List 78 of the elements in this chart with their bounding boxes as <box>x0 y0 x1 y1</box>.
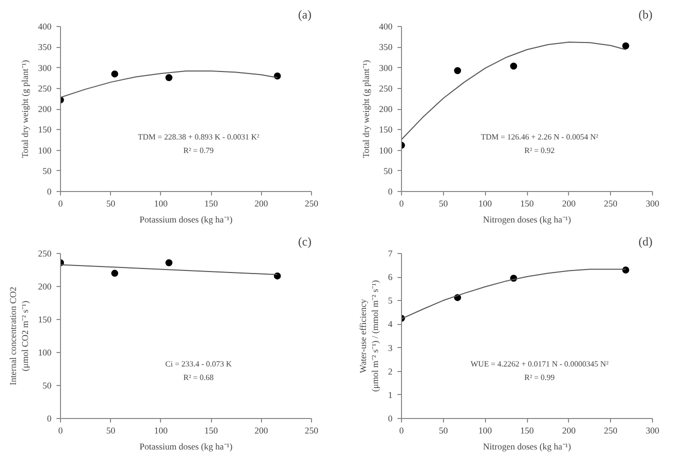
y-tick-label: 1 <box>388 390 392 400</box>
y-axis-title: Internal concentration CO2 (μmol CO2 m⁻² s⁻¹) <box>8 286 30 386</box>
y-tick-label: 2 <box>388 366 392 376</box>
x-tick-label: 50 <box>438 198 448 208</box>
y-tick-label: 150 <box>38 124 52 135</box>
x-tick-label: 250 <box>604 426 618 436</box>
x-tick-label: 50 <box>106 198 116 208</box>
x-tick-label: 50 <box>438 426 448 436</box>
y-tick-label: 0 <box>388 414 393 424</box>
x-axis-title: Nitrogen doses (kg ha⁻¹) <box>483 442 571 452</box>
y-tick-label: 100 <box>379 145 393 156</box>
x-tick-label: 100 <box>478 426 492 436</box>
x-tick-label: 0 <box>58 198 64 208</box>
x-tick-label: 250 <box>604 198 618 208</box>
annotation: R² = 0.92 <box>524 146 555 155</box>
x-tick-label: 150 <box>204 198 218 208</box>
annotation: R² = 0.79 <box>183 146 214 155</box>
y-tick-label: 200 <box>38 104 52 114</box>
y-tick-label: 0 <box>388 186 393 196</box>
y-tick-label: 7 <box>388 248 393 258</box>
text: (d) <box>638 234 653 248</box>
x-tick-label: 150 <box>204 426 218 436</box>
text: (c) <box>298 234 312 248</box>
y-tick-label: 200 <box>38 282 52 292</box>
y-tick-label: 350 <box>379 42 393 52</box>
y-tick-label: 300 <box>38 62 52 73</box>
x-tick-label: 150 <box>520 198 534 208</box>
y-tick-label: 250 <box>38 248 52 258</box>
x-tick-label: 200 <box>254 198 269 208</box>
y-tick-label: 250 <box>379 83 393 94</box>
x-tick-label: 100 <box>154 426 168 436</box>
y-tick-label: 50 <box>42 166 52 176</box>
y-tick-label: 4 <box>388 319 393 330</box>
y-tick-label: 0 <box>47 186 52 196</box>
x-tick-label: 200 <box>254 426 269 436</box>
y-tick-label: 200 <box>379 104 393 114</box>
y-tick-label: 300 <box>379 62 393 73</box>
x-tick-label: 300 <box>646 426 660 436</box>
x-tick-label: 0 <box>399 198 404 208</box>
text: (b) <box>638 8 653 22</box>
annotation: R² = 0.68 <box>183 372 214 382</box>
x-tick-label: 250 <box>304 198 319 208</box>
x-tick-label: 100 <box>478 198 492 208</box>
x-axis-title: Potassium doses (kg ha⁻¹) <box>140 214 232 224</box>
x-tick-label: 250 <box>304 426 319 436</box>
x-tick-label: 200 <box>562 426 576 436</box>
y-tick-label: 150 <box>379 124 393 135</box>
annotation: TDM = 126.46 + 2.26 N - 0.0054 N² <box>480 132 599 142</box>
y-tick-label: 400 <box>379 22 393 32</box>
x-axis-title: Potassium doses (kg ha⁻¹) <box>140 442 232 452</box>
y-tick-label: 150 <box>38 314 52 324</box>
y-tick-label: 250 <box>38 83 52 94</box>
annotation: TDM = 228.38 + 0.893 K - 0.0031 K² <box>138 132 260 142</box>
y-tick-label: 6 <box>388 272 393 282</box>
annotation: WUE = 4.2262 + 0.0171 N - 0.0000345 N² <box>470 360 610 369</box>
x-tick-label: 0 <box>399 426 404 436</box>
text: (a) <box>298 8 312 22</box>
y-tick-label: 100 <box>38 145 52 156</box>
annotation: R² = 0.99 <box>524 372 555 382</box>
annotation: Ci = 233.4 - 0.073 K <box>165 360 232 369</box>
x-tick-label: 150 <box>520 426 534 436</box>
x-tick-label: 200 <box>562 198 576 208</box>
y-tick-label: 0 <box>47 414 52 424</box>
y-tick-label: 5 <box>388 296 393 306</box>
y-tick-label: 50 <box>42 380 52 390</box>
y-tick-label: 3 <box>388 342 393 353</box>
y-tick-label: 50 <box>384 166 393 176</box>
y-axis-title: Total dry weight (g plant⁻¹) <box>361 60 371 158</box>
y-axis-title: Water-use efficiency (μmol m⁻² s⁻¹) / (mmol m⁻² s⁻¹) <box>358 280 380 392</box>
y-axis-title: Total dry weight (g plant⁻¹) <box>20 60 30 158</box>
x-tick-label: 100 <box>154 198 168 208</box>
x-tick-label: 0 <box>58 426 64 436</box>
y-tick-label: 400 <box>38 22 52 32</box>
x-axis-title: Nitrogen doses (kg ha⁻¹) <box>483 214 571 224</box>
y-tick-label: 350 <box>38 42 52 52</box>
x-tick-label: 50 <box>106 426 116 436</box>
x-tick-label: 300 <box>646 198 660 208</box>
y-tick-label: 100 <box>38 348 52 358</box>
